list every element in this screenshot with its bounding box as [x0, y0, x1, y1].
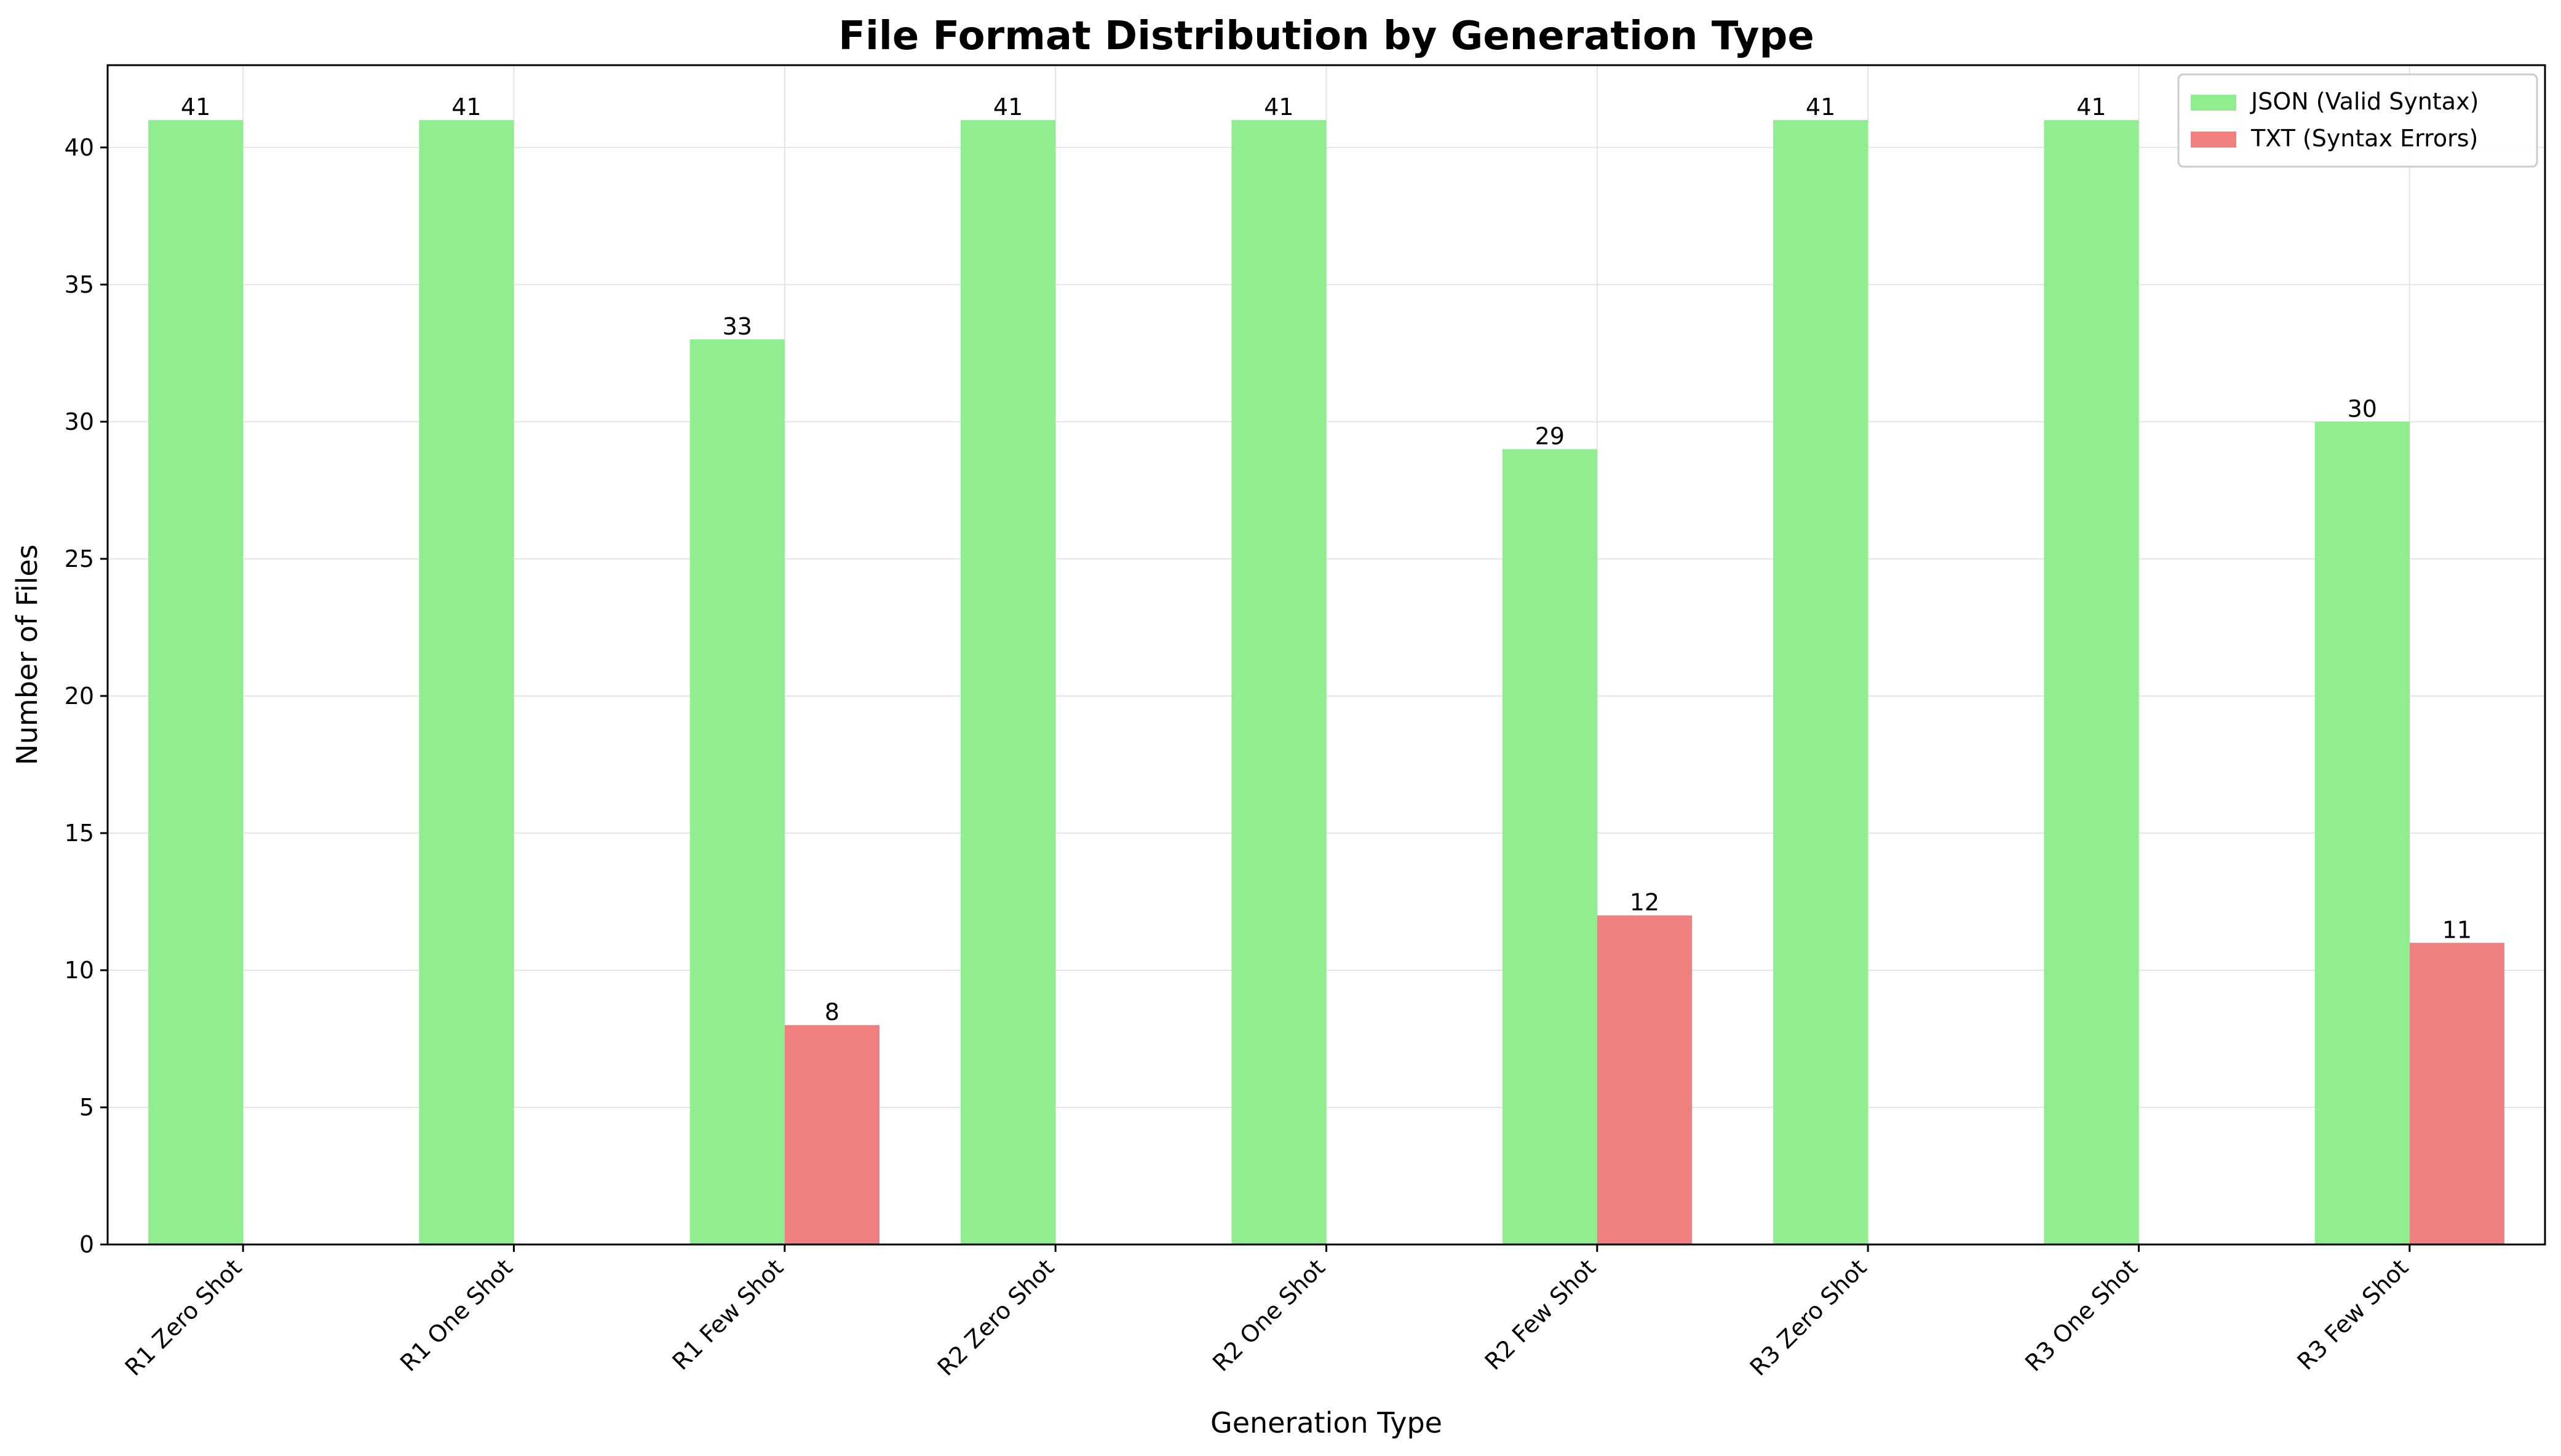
bar-value-label: 41	[2076, 93, 2106, 121]
bar-value-label: 11	[2442, 916, 2472, 943]
bar-value-label: 12	[1630, 889, 1659, 916]
bar-value-label: 8	[825, 999, 840, 1026]
y-tick-label: 30	[65, 408, 94, 435]
txt-bar	[1597, 915, 1692, 1244]
json-bar	[419, 120, 514, 1244]
y-tick-label: 15	[65, 820, 94, 847]
txt-bar	[784, 1025, 879, 1244]
json-bar	[2044, 120, 2139, 1244]
y-tick-label: 10	[65, 957, 94, 984]
legend-swatch	[2191, 95, 2236, 111]
y-tick-label: 25	[65, 545, 94, 572]
json-bar	[1502, 449, 1597, 1244]
legend: JSON (Valid Syntax) TXT (Syntax Errors)	[2177, 73, 2538, 168]
y-tick-label: 20	[65, 682, 94, 710]
bar-value-label: 29	[1535, 422, 1565, 449]
json-bar	[2314, 421, 2410, 1244]
json-bar	[148, 120, 244, 1244]
bar-value-label: 33	[723, 313, 752, 340]
txt-bar	[2409, 943, 2504, 1244]
y-axis-label: Number of Files	[10, 544, 44, 765]
legend-item-label: JSON (Valid Syntax)	[2250, 88, 2479, 115]
legend-box	[2177, 73, 2538, 168]
json-bar	[1773, 120, 1868, 1244]
json-bar	[1231, 120, 1327, 1244]
bar-value-label: 41	[181, 93, 210, 121]
x-axis-label: Generation Type	[1210, 1406, 1442, 1439]
legend-swatch	[2191, 132, 2236, 148]
bar-value-label: 30	[2348, 395, 2377, 422]
bar-value-label: 41	[1264, 93, 1293, 121]
y-tick-label: 35	[65, 271, 94, 298]
bar-value-label: 41	[451, 93, 481, 121]
legend-item-label: TXT (Syntax Errors)	[2250, 125, 2478, 152]
chart-title: File Format Distribution by Generation T…	[838, 14, 1814, 59]
data-label-layer: 41 41 33 41 41 29 41 41 30 8 12 11	[181, 93, 2472, 1026]
json-bar	[961, 120, 1056, 1244]
y-tick-label: 40	[65, 134, 94, 161]
y-tick-label: 0	[79, 1231, 94, 1258]
bar-layer	[148, 120, 2504, 1244]
bar-value-label: 41	[1806, 93, 1835, 121]
json-bar	[689, 339, 785, 1244]
y-tick-label: 5	[79, 1094, 94, 1121]
bar-value-label: 41	[993, 93, 1023, 121]
